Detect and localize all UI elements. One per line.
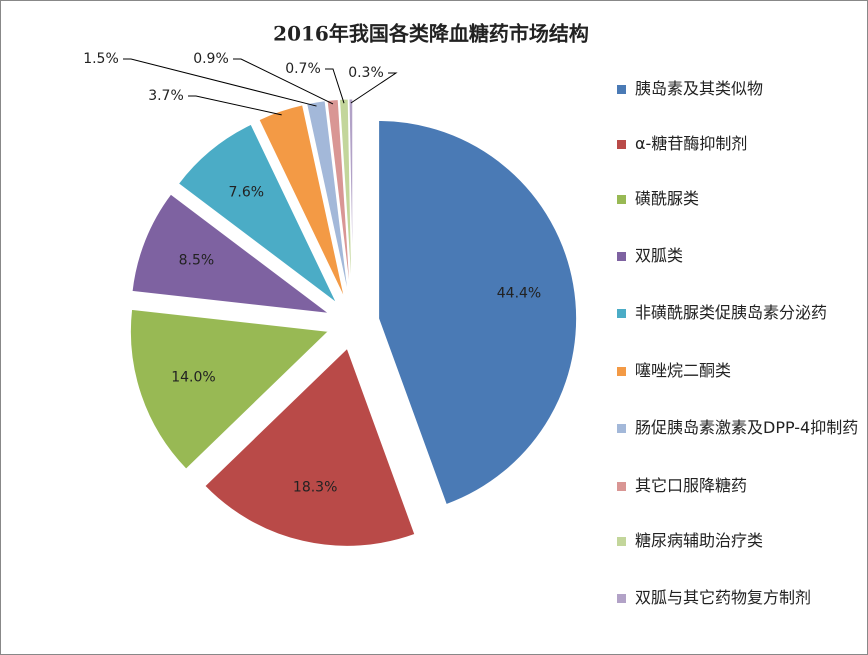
legend-swatch [617,309,626,318]
pie-slice [338,98,353,298]
legend-entry: 糖尿病辅助治疗类 [613,529,867,553]
leader-line [188,95,282,116]
legend-swatch [617,195,626,204]
legend-swatch [617,140,626,149]
legend-swatch [617,594,626,603]
legend-label: 双胍类 [635,246,684,265]
legend-swatch [617,367,626,376]
pie-slice [129,308,330,470]
data-label: 7.6% [228,185,264,201]
data-label: 0.3% [348,65,384,81]
legend-label: 磺酰脲类 [635,189,700,208]
data-label: 8.5% [179,253,215,269]
pie-slice [348,98,354,298]
legend-label: 胰岛素及其类似物 [635,79,764,98]
legend-label: 噻唑烷二酮类 [635,361,732,380]
legend-entry: 其它口服降糖药 [613,474,867,498]
legend-entry: α-糖苷酶抑制剂 [613,132,867,156]
legend-label: α-糖苷酶抑制剂 [635,134,748,153]
leader-line [123,58,317,107]
legend-label: 肠促胰岛素激素及DPP-4抑制药 [635,418,859,437]
legend-label: 双胍与其它药物复方制剂 [635,588,812,607]
legend-label: 其它口服降糖药 [635,476,748,495]
legend-swatch [617,424,626,433]
legend-entry: 噻唑烷二酮类 [613,359,867,383]
pie-slice [378,119,578,506]
pie-slice [131,193,331,315]
legend-entry: 双胍类 [613,244,867,268]
data-label: 3.7% [148,88,184,104]
data-label: 1.5% [83,51,119,67]
pie-slice [258,104,346,299]
leader-line [233,58,334,105]
leader-line [325,68,345,104]
chart-title: 2016年我国各类降血糖药市场结构 [273,22,589,46]
legend-label: 非磺酰脲类促胰岛素分泌药 [635,303,828,322]
pie-slice [177,123,337,304]
data-label: 0.7% [285,61,321,77]
legend-label: 糖尿病辅助治疗类 [635,531,764,550]
leader-line [350,72,398,104]
legend-swatch [617,537,626,546]
legend-entry: 胰岛素及其类似物 [613,77,867,101]
pie-slice [204,347,416,547]
legend-swatch [617,85,626,94]
legend-swatch [617,482,626,491]
data-label: 0.9% [193,51,229,67]
data-label: 14.0% [171,369,215,385]
data-label: 44.4% [497,286,541,302]
legend-entry: 磺酰脲类 [613,187,867,211]
legend-entry: 肠促胰岛素激素及DPP-4抑制药 [613,416,867,440]
legend-entry: 双胍与其它药物复方制剂 [613,586,867,610]
legend-swatch [617,252,626,261]
legend-entry: 非磺酰脲类促胰岛素分泌药 [613,301,867,325]
data-label: 18.3% [293,479,337,495]
